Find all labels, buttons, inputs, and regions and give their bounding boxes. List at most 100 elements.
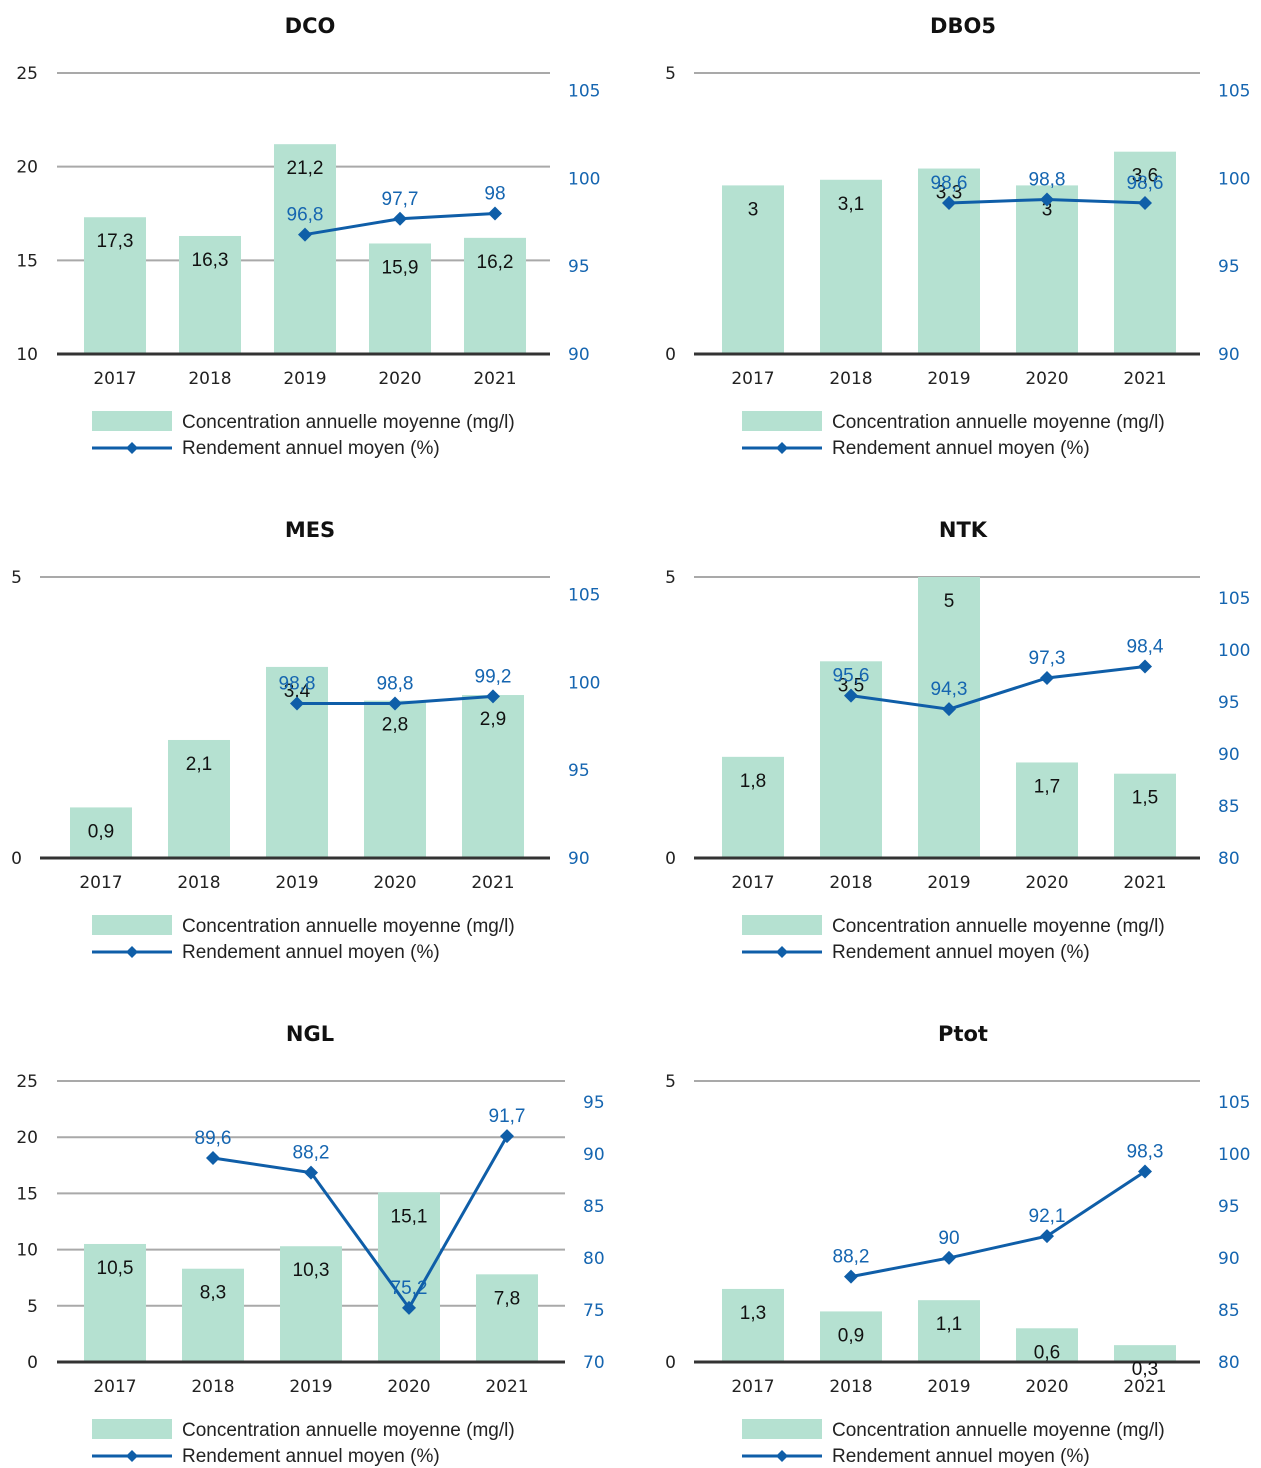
line-marker [304, 1165, 318, 1180]
legend-bar-label: Concentration annuelle moyenne (mg/l) [182, 916, 515, 937]
line-value-label: 98 [484, 184, 505, 205]
line-value-label: 90 [938, 1228, 959, 1249]
bar-value-label: 3 [748, 199, 759, 220]
legend-line-label: Rendement annuel moyen (%) [832, 1446, 1090, 1467]
right-axis-tick: 85 [583, 1197, 605, 1217]
line-value-label: 75,2 [391, 1278, 428, 1299]
line-value-label: 92,1 [1029, 1206, 1066, 1227]
chart-panel-ntk: NTK 1,8 3,5 5 1,7 1,5 0 5 80 85 90 95 100 105 2017 2018… [665, 518, 1250, 963]
left-axis-tick: 10 [16, 345, 38, 365]
x-axis-tick: 2019 [275, 873, 318, 893]
line-marker [488, 206, 502, 221]
right-axis-tick: 105 [1218, 82, 1250, 102]
left-axis-tick: 20 [16, 158, 38, 178]
right-axis-tick: 90 [568, 849, 590, 869]
left-axis-tick: 0 [27, 1353, 38, 1373]
bar-value-label: 0,3 [1132, 1359, 1158, 1380]
legend-line-label: Rendement annuel moyen (%) [182, 1446, 440, 1467]
left-axis-tick: 5 [665, 1072, 676, 1092]
x-axis-tick: 2020 [378, 369, 421, 389]
line-series [850, 665, 1146, 711]
left-axis-tick: 0 [665, 1353, 676, 1373]
right-axis-tick: 100 [568, 169, 600, 189]
legend-bar-label: Concentration annuelle moyenne (mg/l) [832, 412, 1165, 433]
legend-bar-label: Concentration annuelle moyenne (mg/l) [182, 412, 515, 433]
bar [70, 807, 132, 858]
legend-line-marker [126, 1450, 138, 1462]
line-marker [1138, 659, 1152, 674]
line-value-label: 89,6 [195, 1128, 232, 1149]
right-axis-tick: 105 [568, 586, 600, 606]
line-value-label: 98,6 [931, 173, 968, 194]
chart-panel-ptot: Ptot 1,3 0,9 1,1 0,6 0,3 0 5 80 85 90 95 100 105 2017 2… [665, 1022, 1250, 1467]
left-axis-tick: 25 [16, 1072, 38, 1092]
line-marker [1040, 192, 1054, 207]
right-axis-tick: 105 [568, 82, 600, 102]
line-value-label: 97,3 [1029, 648, 1066, 669]
bar [168, 739, 230, 858]
bar [1016, 1328, 1078, 1362]
bar [364, 700, 426, 858]
bar-value-label: 7,8 [494, 1288, 520, 1309]
bar-value-label: 2,8 [382, 715, 408, 736]
bar [179, 235, 241, 354]
x-axis-tick: 2020 [1025, 1377, 1068, 1397]
line-marker [206, 1151, 220, 1166]
x-axis-tick: 2019 [927, 873, 970, 893]
bar-value-label: 3,3 [936, 183, 962, 204]
line-value-label: 88,2 [293, 1143, 330, 1164]
x-axis-tick: 2018 [829, 1377, 872, 1397]
bar-value-label: 2,9 [480, 709, 506, 730]
legend-line-marker [776, 1450, 788, 1462]
x-axis-tick: 2021 [473, 369, 516, 389]
legend-line-label: Rendement annuel moyen (%) [832, 942, 1090, 963]
bar-value-label: 3,4 [284, 681, 311, 702]
x-axis-tick: 2021 [1123, 369, 1166, 389]
right-axis-tick: 90 [583, 1145, 605, 1165]
bar-value-label: 0,9 [88, 821, 114, 842]
x-axis-tick: 2018 [177, 873, 220, 893]
legend-bar-swatch [742, 915, 822, 935]
legend-line-marker [126, 442, 138, 454]
bar [182, 1268, 244, 1362]
left-axis-tick: 5 [665, 64, 676, 84]
x-axis-tick: 2019 [283, 369, 326, 389]
bar-value-label: 1,5 [1132, 788, 1158, 809]
bar [722, 185, 784, 354]
line-marker [844, 688, 858, 703]
chart-title: NGL [286, 1022, 334, 1046]
line-marker [942, 195, 956, 210]
left-axis-tick: 5 [27, 1297, 38, 1317]
bar-value-label: 0,6 [1034, 1342, 1060, 1363]
x-axis-tick: 2021 [471, 873, 514, 893]
legend-bar-swatch [742, 1419, 822, 1439]
bar [1114, 773, 1176, 858]
x-axis-tick: 2020 [1025, 369, 1068, 389]
bar-value-label: 0,9 [838, 1325, 864, 1346]
right-axis-tick: 100 [568, 673, 600, 693]
bar [369, 243, 431, 354]
legend-line-marker [776, 946, 788, 958]
line-marker [388, 696, 402, 711]
x-axis-tick: 2018 [188, 369, 231, 389]
right-axis-tick: 95 [568, 761, 590, 781]
right-axis-tick: 105 [1218, 1093, 1250, 1113]
x-axis-tick: 2020 [387, 1377, 430, 1397]
x-axis-tick: 2019 [927, 369, 970, 389]
x-axis-tick: 2019 [927, 1377, 970, 1397]
line-value-label: 98,8 [377, 673, 414, 694]
line-value-label: 94,3 [931, 679, 968, 700]
bar-value-label: 3,1 [838, 194, 864, 215]
chart-title: NTK [939, 518, 988, 542]
line-value-label: 98,6 [1127, 173, 1164, 194]
legend-bar-swatch [92, 411, 172, 431]
line-marker [500, 1129, 514, 1144]
line-series [212, 1135, 509, 1311]
bar-value-label: 15,9 [382, 257, 419, 278]
bar [462, 695, 524, 858]
bar [1114, 151, 1176, 354]
x-axis-tick: 2017 [731, 873, 774, 893]
x-axis-tick: 2018 [829, 873, 872, 893]
bar-value-label: 15,1 [391, 1206, 428, 1227]
left-axis-tick: 20 [16, 1128, 38, 1148]
